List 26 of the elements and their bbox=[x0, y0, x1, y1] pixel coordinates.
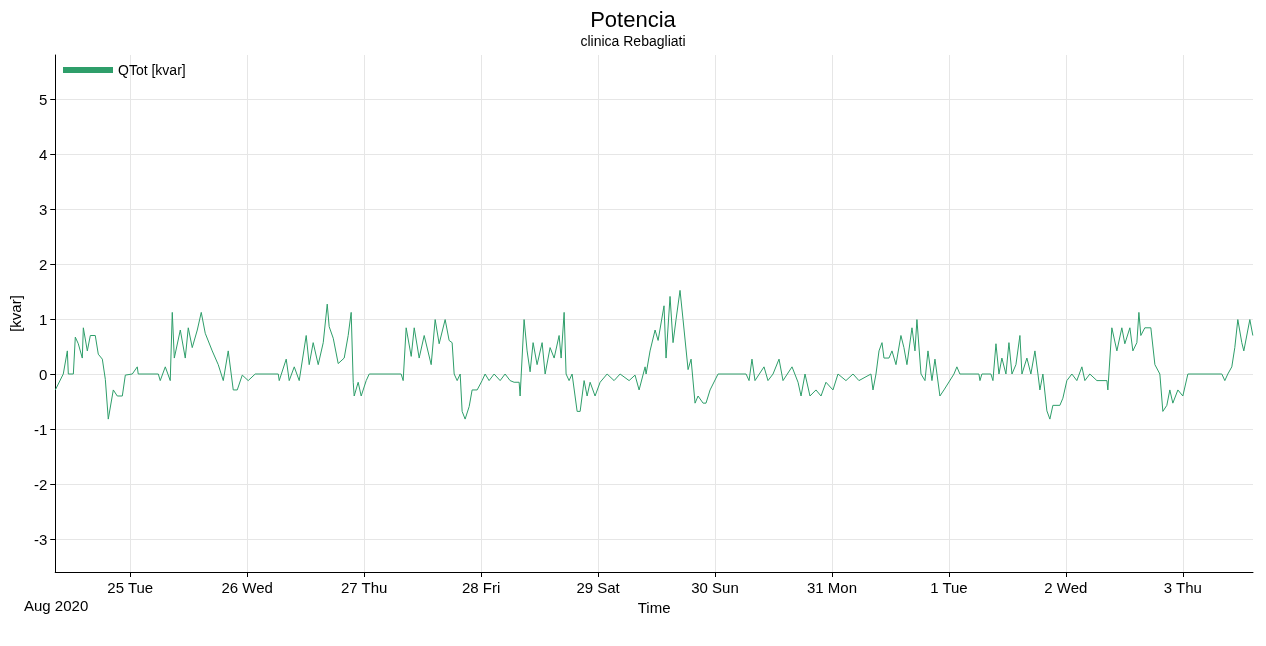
y-tick-label: -2 bbox=[33, 475, 48, 493]
x-tick-label: 26 Wed bbox=[221, 579, 273, 596]
x-tick-label: 29 Sat bbox=[576, 579, 621, 596]
x-tick-label: 3 Thu bbox=[1163, 579, 1202, 596]
x-axis-title: Time bbox=[637, 598, 671, 616]
x-tick-label: 31 Mon bbox=[806, 579, 857, 596]
line-series bbox=[54, 289, 1254, 420]
x-tick-label: 25 Tue bbox=[107, 579, 154, 596]
chart-title: Potencia bbox=[590, 6, 677, 32]
x-tick-label: 30 Sun bbox=[691, 579, 739, 596]
y-tick-label: 2 bbox=[38, 255, 48, 273]
y-tick-label: -3 bbox=[33, 530, 48, 548]
x-tick-label: 28 Fri bbox=[461, 579, 501, 596]
y-tick-label: 0 bbox=[38, 365, 48, 383]
y-tick-label: 5 bbox=[38, 90, 48, 108]
legend-label: QTot [kvar] bbox=[118, 62, 186, 78]
y-tick-label: 3 bbox=[38, 200, 48, 218]
text: Aug 2020 bbox=[24, 597, 89, 614]
chart-subtitle: clinica Rebagliati bbox=[580, 33, 686, 49]
y-axis-title: [kvar] bbox=[7, 295, 24, 332]
y-tick-label: 4 bbox=[38, 145, 48, 163]
y-tick-label: 1 bbox=[38, 310, 48, 328]
x-tick-label: 2 Wed bbox=[1044, 579, 1088, 596]
x-tick-label: 1 Tue bbox=[930, 579, 968, 596]
x-tick-label: 27 Thu bbox=[340, 579, 388, 596]
y-tick-label: -1 bbox=[33, 420, 48, 438]
